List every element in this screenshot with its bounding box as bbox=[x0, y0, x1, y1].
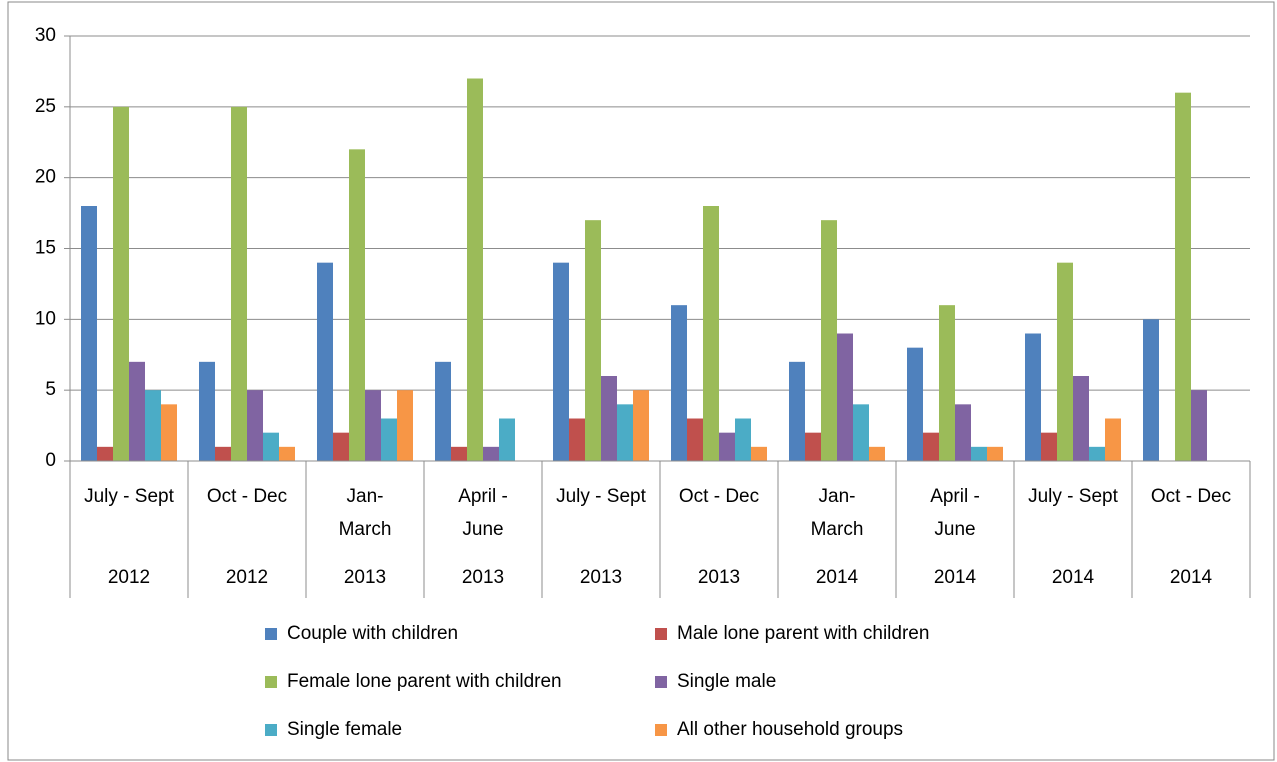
bar bbox=[451, 446, 467, 461]
bar bbox=[97, 446, 113, 461]
bar bbox=[435, 361, 451, 461]
bar bbox=[553, 262, 569, 461]
legend-swatch bbox=[265, 724, 277, 736]
x-group-label: 2014 bbox=[1052, 567, 1095, 588]
bar bbox=[483, 446, 499, 461]
bar bbox=[601, 376, 617, 461]
bar bbox=[231, 106, 247, 461]
bar bbox=[199, 361, 215, 461]
x-group-label: 2013 bbox=[344, 567, 386, 588]
x-group-label: 2014 bbox=[816, 567, 859, 588]
bar bbox=[1057, 262, 1073, 461]
bar bbox=[247, 390, 263, 461]
bar bbox=[633, 390, 649, 461]
bar bbox=[349, 149, 365, 462]
bar bbox=[955, 404, 971, 461]
bar bbox=[365, 390, 381, 461]
bar bbox=[1175, 92, 1191, 462]
bar bbox=[145, 390, 161, 461]
bar bbox=[1025, 333, 1041, 461]
legend-label: Female lone parent with children bbox=[287, 671, 562, 692]
x-group-label: 2014 bbox=[1170, 567, 1213, 588]
y-tick-label: 30 bbox=[35, 25, 56, 46]
bar bbox=[617, 404, 633, 461]
bar bbox=[987, 446, 1003, 461]
bar bbox=[751, 446, 767, 461]
bar bbox=[499, 418, 515, 461]
bar bbox=[821, 220, 837, 461]
legend-label: Single male bbox=[677, 671, 776, 692]
legend-swatch bbox=[655, 724, 667, 736]
legend-label: All other household groups bbox=[677, 719, 903, 740]
bar bbox=[1105, 418, 1121, 461]
x-tick-label: July - Sept bbox=[84, 486, 174, 507]
x-tick-label: Oct - Dec bbox=[207, 486, 287, 507]
bar bbox=[215, 446, 231, 461]
legend-swatch bbox=[655, 676, 667, 688]
bar bbox=[161, 404, 177, 461]
bar bbox=[853, 404, 869, 461]
x-tick-label: Jan-March bbox=[811, 486, 864, 540]
legend-swatch bbox=[655, 628, 667, 640]
x-group-label: 2012 bbox=[226, 567, 268, 588]
bar bbox=[333, 432, 349, 461]
y-tick-label: 25 bbox=[35, 96, 56, 117]
legend-label: Male lone parent with children bbox=[677, 623, 929, 644]
x-group-label: 2013 bbox=[462, 567, 504, 588]
bar bbox=[789, 361, 805, 461]
x-tick-label: Jan-March bbox=[339, 486, 392, 540]
legend-swatch bbox=[265, 676, 277, 688]
bar bbox=[1191, 390, 1207, 461]
x-group-label: 2012 bbox=[108, 567, 150, 588]
bar bbox=[837, 333, 853, 461]
bar bbox=[585, 220, 601, 461]
y-tick-label: 20 bbox=[35, 167, 56, 188]
bar bbox=[317, 262, 333, 461]
bar bbox=[939, 305, 955, 461]
bar bbox=[1143, 319, 1159, 461]
bar bbox=[703, 206, 719, 461]
bar bbox=[1073, 376, 1089, 461]
bar bbox=[113, 106, 129, 461]
bar bbox=[805, 432, 821, 461]
x-tick-label: April -June bbox=[930, 486, 980, 540]
y-tick-label: 10 bbox=[35, 308, 56, 329]
legend-label: Single female bbox=[287, 719, 402, 740]
legend-swatch bbox=[265, 628, 277, 640]
x-tick-label: July - Sept bbox=[556, 486, 646, 507]
x-group-label: 2013 bbox=[580, 567, 622, 588]
bar bbox=[735, 418, 751, 461]
bar bbox=[81, 206, 97, 461]
x-group-label: 2014 bbox=[934, 567, 977, 588]
x-group-label: 2013 bbox=[698, 567, 740, 588]
bar bbox=[869, 446, 885, 461]
bar bbox=[263, 432, 279, 461]
bar bbox=[671, 305, 687, 461]
y-tick-label: 0 bbox=[45, 450, 56, 471]
x-tick-label: Oct - Dec bbox=[679, 486, 759, 507]
x-tick-label: April -June bbox=[458, 486, 508, 540]
bar bbox=[719, 432, 735, 461]
y-tick-label: 15 bbox=[35, 238, 56, 259]
bar bbox=[397, 390, 413, 461]
bar bbox=[971, 446, 987, 461]
y-tick-label: 5 bbox=[45, 379, 56, 400]
bar bbox=[569, 418, 585, 461]
bar bbox=[381, 418, 397, 461]
bar bbox=[923, 432, 939, 461]
bar bbox=[467, 78, 483, 461]
bar bbox=[1041, 432, 1057, 461]
bar bbox=[279, 446, 295, 461]
bar bbox=[1089, 446, 1105, 461]
bar bbox=[907, 347, 923, 461]
bar bbox=[129, 361, 145, 461]
x-tick-label: Oct - Dec bbox=[1151, 486, 1231, 507]
bar bbox=[687, 418, 703, 461]
x-tick-label: July - Sept bbox=[1028, 486, 1118, 507]
legend-label: Couple with children bbox=[287, 623, 458, 644]
